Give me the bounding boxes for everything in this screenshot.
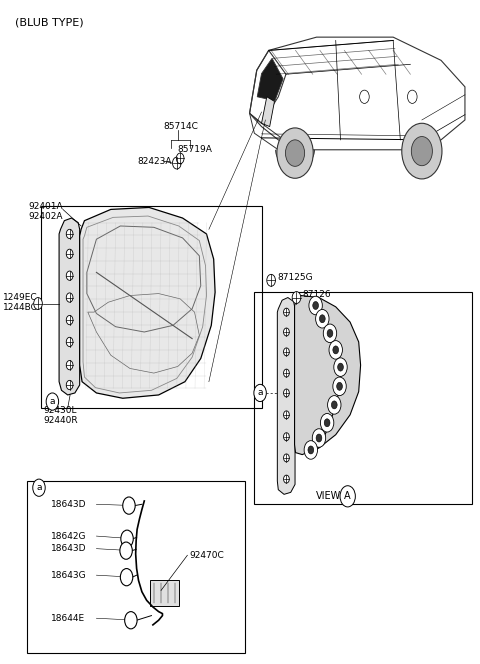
Text: 18644E: 18644E bbox=[51, 614, 85, 623]
Circle shape bbox=[66, 249, 73, 258]
Circle shape bbox=[327, 329, 333, 337]
Circle shape bbox=[327, 396, 341, 414]
Circle shape bbox=[66, 337, 73, 347]
Circle shape bbox=[286, 140, 305, 167]
Text: 1249EC: 1249EC bbox=[3, 293, 38, 302]
Circle shape bbox=[408, 90, 417, 104]
Text: 92470C: 92470C bbox=[190, 551, 225, 560]
Text: 18643D: 18643D bbox=[51, 500, 86, 509]
Circle shape bbox=[284, 411, 289, 419]
Text: 85714C: 85714C bbox=[163, 122, 198, 131]
Circle shape bbox=[66, 380, 73, 390]
Text: 92440R: 92440R bbox=[44, 416, 78, 424]
Circle shape bbox=[324, 419, 330, 427]
Circle shape bbox=[284, 433, 289, 441]
Circle shape bbox=[284, 369, 289, 377]
Circle shape bbox=[292, 291, 301, 303]
Text: 18642G: 18642G bbox=[51, 532, 86, 540]
Text: 18643G: 18643G bbox=[51, 570, 86, 580]
Circle shape bbox=[309, 296, 323, 315]
Circle shape bbox=[284, 475, 289, 483]
Text: 18643D: 18643D bbox=[51, 544, 86, 553]
Circle shape bbox=[66, 293, 73, 302]
Circle shape bbox=[66, 271, 73, 280]
Circle shape bbox=[121, 530, 133, 547]
Text: 1244BG: 1244BG bbox=[3, 303, 39, 312]
Text: 87125G: 87125G bbox=[277, 273, 313, 282]
Polygon shape bbox=[59, 218, 80, 395]
Polygon shape bbox=[295, 295, 360, 455]
Circle shape bbox=[402, 124, 442, 179]
Circle shape bbox=[284, 308, 289, 316]
Polygon shape bbox=[262, 97, 275, 127]
Polygon shape bbox=[80, 207, 215, 398]
Circle shape bbox=[254, 384, 266, 402]
Circle shape bbox=[313, 301, 319, 309]
Text: 92401A: 92401A bbox=[28, 202, 63, 210]
Circle shape bbox=[176, 153, 184, 164]
Circle shape bbox=[333, 346, 338, 354]
Text: (BLUB TYPE): (BLUB TYPE) bbox=[15, 17, 84, 27]
Text: 87126: 87126 bbox=[303, 290, 331, 299]
Circle shape bbox=[323, 324, 336, 343]
Circle shape bbox=[34, 297, 42, 309]
Polygon shape bbox=[257, 58, 283, 101]
Circle shape bbox=[267, 274, 276, 286]
Text: VIEW: VIEW bbox=[316, 491, 341, 501]
Circle shape bbox=[411, 137, 432, 166]
Circle shape bbox=[316, 434, 322, 442]
Circle shape bbox=[284, 389, 289, 397]
Text: 92402A: 92402A bbox=[28, 212, 63, 220]
Polygon shape bbox=[277, 297, 295, 494]
Circle shape bbox=[329, 341, 342, 359]
Circle shape bbox=[333, 377, 346, 396]
FancyBboxPatch shape bbox=[150, 580, 179, 606]
Text: 85719A: 85719A bbox=[178, 145, 213, 154]
Circle shape bbox=[284, 454, 289, 462]
Circle shape bbox=[360, 90, 369, 104]
Circle shape bbox=[120, 568, 133, 586]
Circle shape bbox=[312, 429, 325, 448]
Circle shape bbox=[331, 401, 337, 409]
Circle shape bbox=[316, 309, 329, 328]
Text: a: a bbox=[36, 483, 42, 492]
Circle shape bbox=[320, 315, 325, 323]
Circle shape bbox=[340, 486, 355, 507]
Circle shape bbox=[277, 128, 313, 178]
Circle shape bbox=[125, 612, 137, 629]
Circle shape bbox=[33, 479, 45, 496]
Circle shape bbox=[66, 315, 73, 325]
Circle shape bbox=[120, 542, 132, 559]
Circle shape bbox=[337, 363, 343, 371]
Circle shape bbox=[172, 157, 181, 169]
Circle shape bbox=[284, 328, 289, 336]
Circle shape bbox=[123, 497, 135, 514]
Circle shape bbox=[321, 414, 334, 432]
Circle shape bbox=[336, 382, 342, 390]
Text: a: a bbox=[257, 388, 263, 398]
Circle shape bbox=[304, 441, 318, 459]
Text: 82423A: 82423A bbox=[137, 157, 171, 165]
Circle shape bbox=[66, 229, 73, 238]
Text: 92430L: 92430L bbox=[44, 406, 77, 415]
Circle shape bbox=[334, 358, 347, 376]
Circle shape bbox=[66, 361, 73, 370]
Text: A: A bbox=[344, 491, 351, 501]
Circle shape bbox=[308, 446, 314, 454]
Text: a: a bbox=[49, 397, 55, 406]
Circle shape bbox=[284, 348, 289, 356]
Circle shape bbox=[46, 393, 59, 410]
